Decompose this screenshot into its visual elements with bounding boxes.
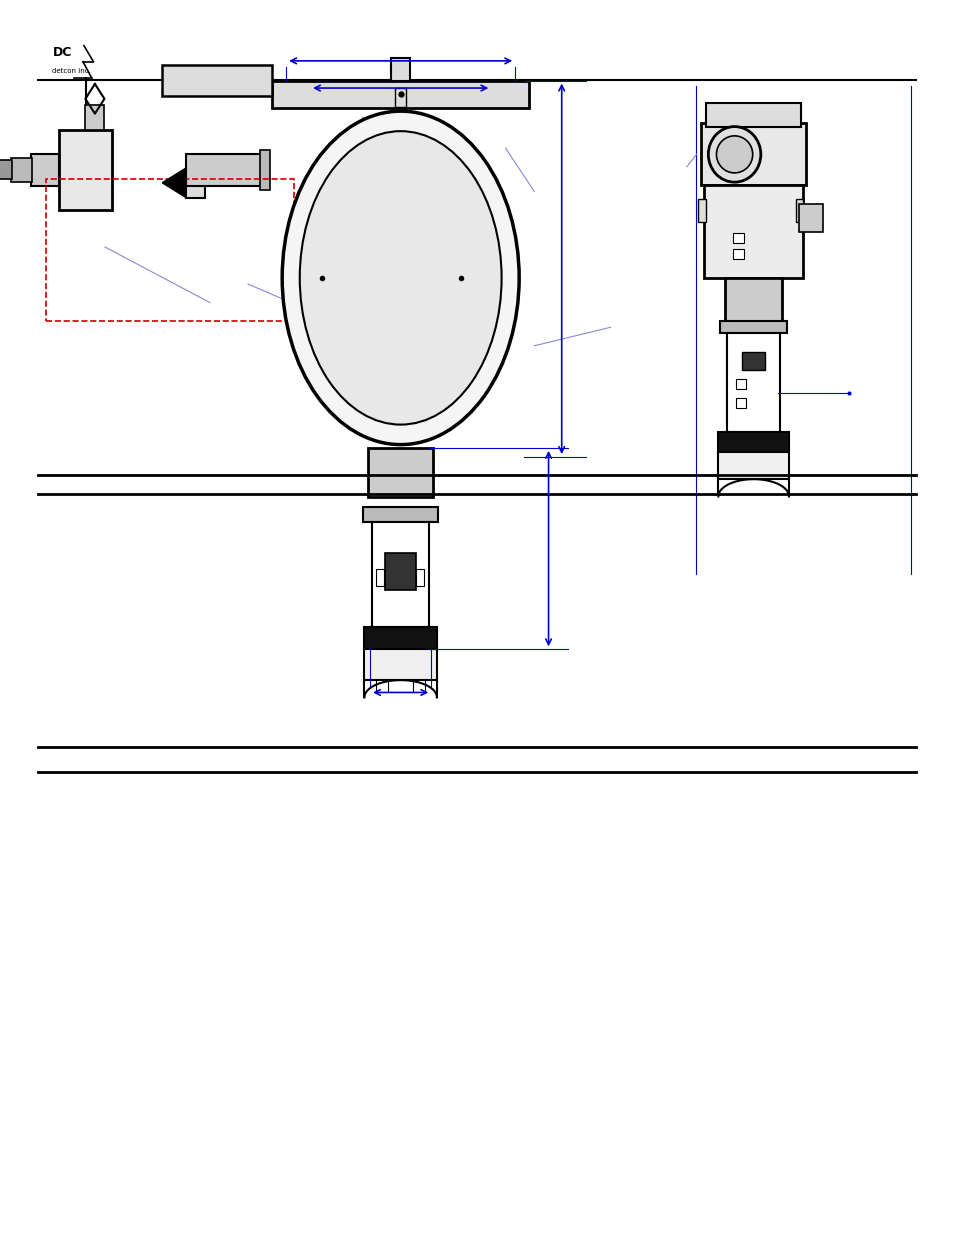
Bar [364, 627, 436, 650]
Bar [59, 130, 112, 210]
Bar [384, 553, 416, 590]
Bar [799, 204, 822, 232]
Bar [736, 398, 745, 408]
Text: detcon inc.: detcon inc. [52, 68, 91, 74]
Bar [368, 448, 433, 498]
Bar [391, 58, 410, 80]
Bar [741, 352, 764, 370]
Bar [732, 233, 743, 243]
Bar [705, 103, 801, 127]
Bar [732, 249, 743, 259]
Bar [0, 161, 12, 179]
Bar [736, 379, 745, 389]
Bar [86, 105, 105, 130]
Ellipse shape [707, 127, 760, 182]
Bar [703, 185, 802, 278]
Bar [375, 569, 383, 587]
Bar [726, 333, 780, 432]
Bar [700, 124, 805, 185]
Bar [795, 199, 802, 222]
Bar [395, 88, 406, 106]
Bar [718, 452, 788, 479]
Bar [449, 263, 472, 293]
Bar [186, 153, 264, 186]
Bar [162, 65, 272, 96]
Bar [416, 569, 423, 587]
Ellipse shape [716, 136, 752, 173]
Bar [11, 158, 32, 182]
Bar [272, 80, 529, 107]
Bar [363, 508, 437, 522]
Polygon shape [162, 168, 186, 198]
Bar [46, 179, 294, 321]
Bar [724, 278, 781, 321]
Bar [260, 149, 270, 190]
Bar [30, 153, 59, 186]
Ellipse shape [299, 131, 501, 425]
Bar [718, 432, 788, 452]
Text: DC: DC [52, 46, 71, 59]
Bar [310, 263, 333, 293]
Ellipse shape [282, 111, 518, 445]
Bar [372, 522, 429, 627]
Bar [720, 321, 786, 333]
Bar [698, 199, 705, 222]
Bar [364, 650, 436, 680]
Bar [186, 168, 205, 198]
